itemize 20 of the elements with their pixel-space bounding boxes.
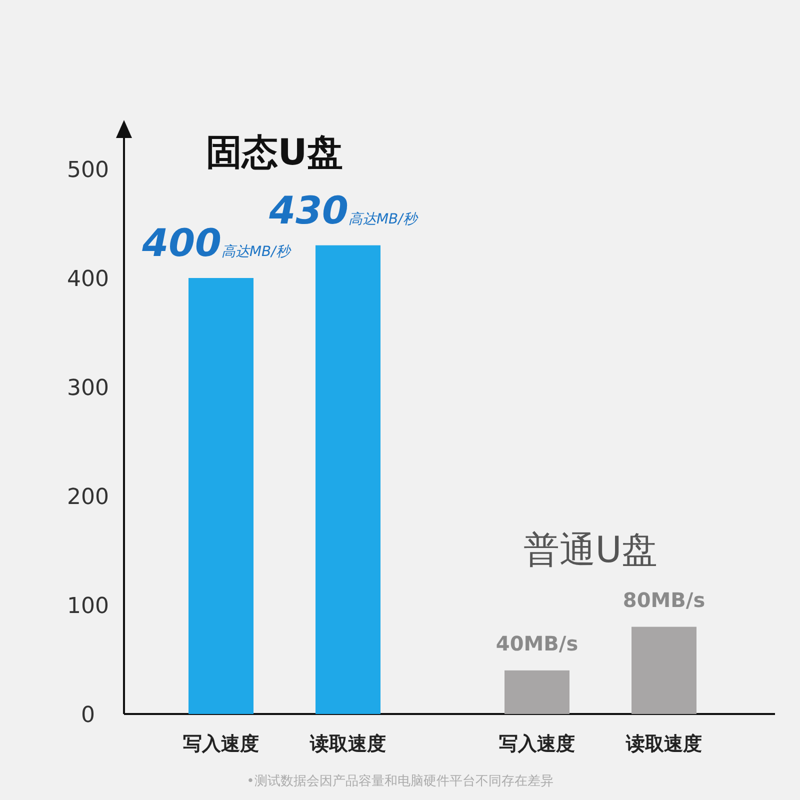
- y-tick-label: 200: [67, 485, 109, 510]
- bar: [188, 278, 254, 714]
- series-label: 固态U盘: [206, 132, 344, 174]
- series-label: 普通U盘: [523, 530, 658, 571]
- data-label: 430高达MB/秒: [268, 188, 419, 232]
- bar: [632, 626, 696, 714]
- data-label: 80MB/s: [622, 588, 706, 612]
- x-tick-label: 读取速度: [625, 733, 702, 755]
- data-label: 40MB/s: [496, 631, 578, 656]
- y-tick-label: 100: [67, 594, 109, 619]
- y-tick-label: 0: [81, 703, 95, 728]
- x-tick-label: 写入速度: [183, 733, 259, 755]
- x-tick-label: 写入速度: [499, 733, 575, 755]
- y-tick-label: 400: [67, 267, 109, 292]
- bar: [504, 670, 570, 714]
- text: •测试数据会因产品容量和电脑硬件平台不同存在差异: [246, 773, 554, 789]
- bar: [316, 245, 380, 714]
- y-tick-label: 300: [67, 376, 109, 401]
- y-tick-label: 500: [67, 158, 109, 183]
- x-tick-label: 读取速度: [309, 733, 386, 755]
